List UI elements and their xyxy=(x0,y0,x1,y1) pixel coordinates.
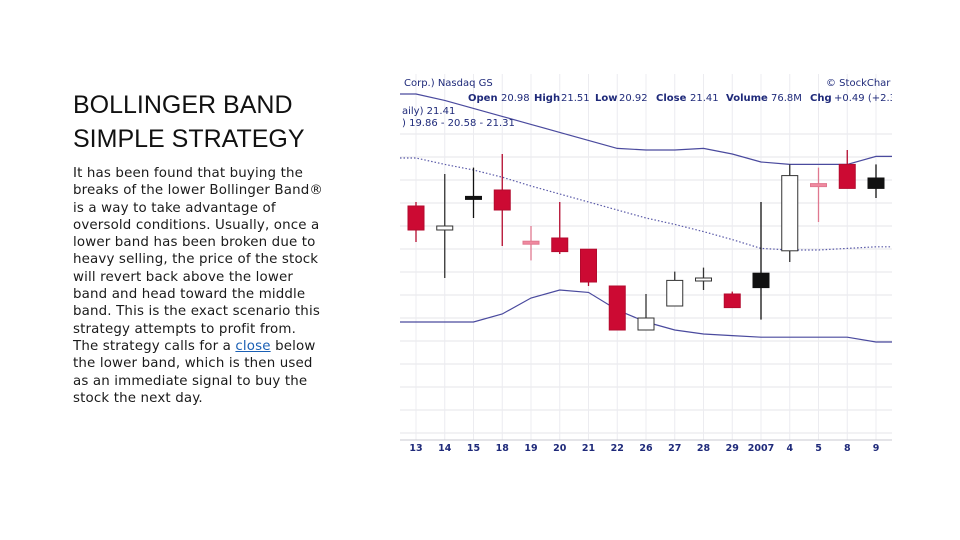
x-tick-label: 2007 xyxy=(748,443,774,454)
x-tick-label: 19 xyxy=(524,443,537,454)
candle-20 xyxy=(551,202,569,254)
close-label: Close xyxy=(656,93,687,104)
volume-label: Volume xyxy=(726,93,768,104)
body-line: breaks of the lower Bollinger Band® xyxy=(73,183,323,199)
x-tick-label: 5 xyxy=(815,443,822,454)
close-value: 21.41 xyxy=(690,93,719,104)
candle-body xyxy=(522,240,540,245)
x-tick-label: 8 xyxy=(844,443,851,454)
candle-body xyxy=(810,183,827,188)
body-line: band. This is the exact scenario this xyxy=(73,304,320,320)
candle-body xyxy=(752,272,770,289)
x-tick-label: 28 xyxy=(697,443,711,454)
open-value: 20.98 xyxy=(501,93,530,104)
x-tick-label: 9 xyxy=(873,443,880,454)
candle-body xyxy=(436,225,454,231)
chart-header-bands: ) 19.86 - 20.58 - 21.31 xyxy=(402,118,515,129)
slide-title: BOLLINGER BAND SIMPLE STRATEGY xyxy=(73,88,373,156)
high-value: 21.51 xyxy=(561,93,590,104)
stock-chart-svg: 13 14 15 18 19 20 21 22 26 27 28 29 2007 4 5 8 9 Corp.) … xyxy=(400,74,892,456)
candle-body xyxy=(838,163,856,189)
candle-29 xyxy=(723,291,741,309)
candle-8 xyxy=(838,150,856,189)
slide-body-text: It has been found that buying the breaks… xyxy=(73,165,373,407)
candle-15 xyxy=(465,167,482,218)
open-label: Open xyxy=(468,93,498,104)
body-line: as an immediate signal to buy the xyxy=(73,373,308,389)
body-line: It has been found that buying the xyxy=(73,166,303,181)
body-line: is a way to take advantage of xyxy=(73,200,276,216)
candle-body xyxy=(695,277,712,282)
candle-4 xyxy=(781,164,799,262)
chart-header-daily: aily) 21.41 xyxy=(402,106,455,117)
x-tick-label: 21 xyxy=(582,443,595,454)
upper-band-line xyxy=(400,93,892,166)
body-line: lower band has been broken due to xyxy=(73,235,316,251)
x-tick-label: 26 xyxy=(639,443,653,454)
chart-header-source: © StockChar xyxy=(826,78,891,89)
candle-14 xyxy=(436,174,454,278)
body-line: heavy selling, the price of the stock xyxy=(73,252,319,268)
high-label: High xyxy=(534,93,560,104)
volume-value: 76.8M xyxy=(771,93,802,104)
stock-chart: 13 14 15 18 19 20 21 22 26 27 28 29 2007 4 5 8 9 Corp.) … xyxy=(400,74,892,456)
candle-body xyxy=(608,285,626,331)
candle-body xyxy=(465,195,482,200)
body-line: stock the next day. xyxy=(73,390,203,406)
x-tick-label: 27 xyxy=(668,443,681,454)
x-tick-label: 18 xyxy=(496,443,510,454)
candle-body xyxy=(637,317,655,331)
low-label: Low xyxy=(595,93,617,104)
candle-19 xyxy=(522,226,540,261)
candle-body xyxy=(666,279,684,307)
candle-27 xyxy=(666,271,684,307)
x-tick-label: 13 xyxy=(409,443,422,454)
x-tick-label: 4 xyxy=(786,443,793,454)
body-line: the lower band, which is then used xyxy=(73,356,313,372)
x-tick-label: 15 xyxy=(467,443,480,454)
candle-5 xyxy=(810,167,827,222)
slide-title-line-1: BOLLINGER BAND xyxy=(73,91,293,119)
x-tick-label: 22 xyxy=(611,443,624,454)
candle-13 xyxy=(407,202,425,242)
candle-18 xyxy=(493,154,511,246)
candle-body xyxy=(723,293,741,309)
x-tick-label: 29 xyxy=(726,443,739,454)
x-tick-label: 14 xyxy=(438,443,452,454)
candle-2007 xyxy=(752,202,770,320)
candle-body xyxy=(407,205,425,231)
chg-value: +0.49 (+2.3 xyxy=(834,93,892,104)
close-link[interactable]: close xyxy=(235,338,271,354)
chart-header-ticker: Corp.) Nasdaq GS xyxy=(404,78,493,89)
body-line-with-link: The strategy calls for a close below xyxy=(73,338,373,355)
candle-28 xyxy=(695,267,712,290)
candle-9 xyxy=(867,164,885,198)
chg-label: Chg xyxy=(810,93,832,104)
candle-body xyxy=(493,189,511,211)
candle-26 xyxy=(637,294,655,331)
body-line: oversold conditions. Usually, once a xyxy=(73,217,320,233)
candle-body xyxy=(551,237,569,253)
candle-body xyxy=(867,177,885,189)
candle-22 xyxy=(608,285,626,331)
body-line: will revert back above the lower xyxy=(73,269,294,285)
candle-body xyxy=(580,248,597,283)
body-line: strategy attempts to profit from. xyxy=(73,321,296,337)
body-line: band and head toward the middle xyxy=(73,287,306,303)
candle-body xyxy=(781,175,799,252)
x-tick-label: 20 xyxy=(553,443,567,454)
candle-21 xyxy=(580,248,597,286)
body-text-before-link: The strategy calls for a xyxy=(73,338,236,354)
low-value: 20.92 xyxy=(619,93,648,104)
slide-title-line-2: SIMPLE STRATEGY xyxy=(73,125,305,153)
body-text-after-link: below xyxy=(270,338,316,354)
